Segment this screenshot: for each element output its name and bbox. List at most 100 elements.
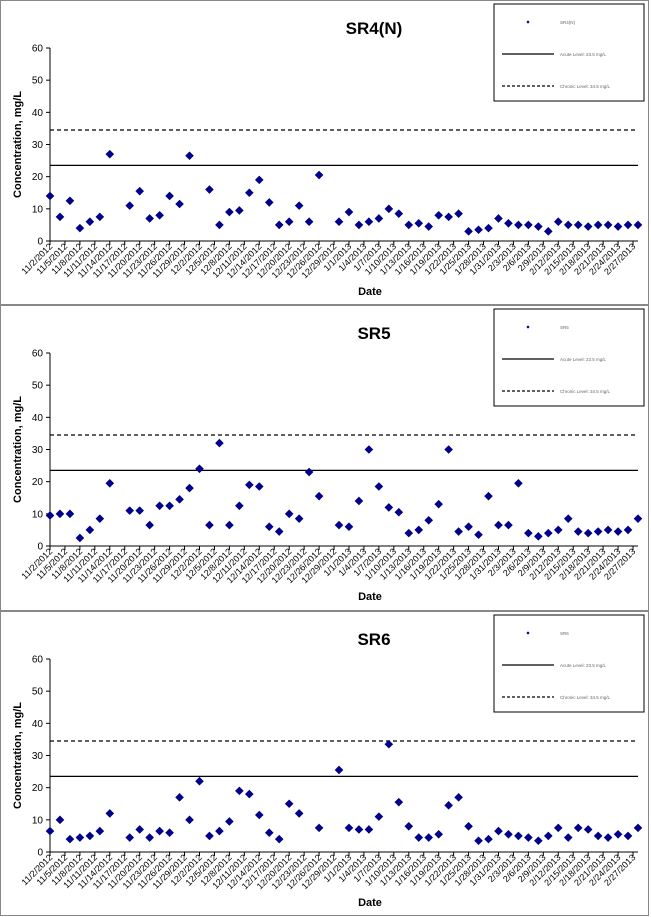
legend-label: Chronic Level: 34.5 mg/L: [560, 389, 611, 394]
data-point: [434, 210, 443, 220]
data-point: [424, 833, 434, 842]
data-point: [534, 836, 543, 846]
data-point: [474, 530, 483, 540]
legend-box: [493, 3, 645, 102]
data-point: [404, 528, 414, 538]
data-point: [593, 220, 603, 230]
data-point: [424, 515, 434, 525]
data-point: [494, 826, 503, 836]
data-point: [175, 495, 184, 504]
data-point: [474, 836, 483, 846]
data-point: [613, 222, 623, 231]
data-point: [583, 825, 593, 834]
data-point: [384, 503, 394, 512]
data-point: [45, 191, 55, 201]
legend-label: Chronic Level: 34.5 mg/L: [560, 84, 611, 89]
data-point: [454, 209, 463, 218]
x-axis-label: Date: [358, 897, 382, 909]
data-point: [454, 527, 463, 536]
y-tick-label: 10: [32, 509, 44, 520]
data-point: [484, 491, 493, 501]
data-point: [534, 532, 543, 541]
data-point: [274, 220, 284, 230]
data-point: [504, 219, 513, 228]
data-point: [294, 809, 304, 818]
data-point: [613, 830, 623, 839]
data-point: [225, 207, 234, 217]
data-point: [454, 793, 463, 802]
chart-panel-sr4n: 0 10 20 30 40 50 60 11/2/2012 11/5/2012 11/8/2012…: [0, 0, 649, 305]
data-point: [553, 525, 563, 535]
legend-label: Acute Level: 23.5 mg/L: [560, 357, 607, 362]
data-point: [274, 834, 284, 844]
data-point: [524, 833, 533, 842]
y-tick-label: 30: [32, 140, 44, 151]
data-point: [264, 828, 274, 837]
data-point: [444, 212, 453, 222]
y-tick-label: 0: [37, 848, 43, 859]
data-point: [245, 188, 254, 198]
legend-box: [493, 614, 645, 713]
data-point: [414, 833, 424, 842]
data-point: [105, 809, 115, 818]
data-point: [294, 201, 304, 210]
y-tick-label: 50: [32, 381, 44, 392]
data-point: [344, 207, 354, 217]
data-point: [544, 528, 553, 538]
data-point: [633, 514, 643, 523]
data-point: [274, 527, 284, 536]
data-point: [414, 219, 424, 228]
data-point: [175, 199, 184, 209]
data-point: [85, 525, 95, 535]
data-point: [205, 831, 214, 841]
data-point: [494, 520, 503, 530]
data-point: [264, 522, 274, 531]
data-point: [633, 220, 643, 230]
data-point: [145, 833, 154, 842]
data-point: [85, 217, 95, 226]
data-point: [444, 445, 453, 454]
data-point: [384, 739, 394, 749]
data-point: [394, 507, 404, 517]
data-point: [573, 220, 583, 230]
data-point: [85, 831, 95, 841]
y-tick-label: 40: [32, 108, 44, 119]
x-axis-label: Date: [358, 286, 382, 298]
data-point: [284, 217, 294, 226]
legend-marker: [526, 631, 530, 635]
data-point: [264, 198, 274, 207]
data-point: [235, 786, 244, 796]
data-point: [314, 823, 324, 833]
data-point: [334, 520, 344, 530]
legend-marker: [526, 325, 530, 329]
data-point: [344, 522, 354, 531]
data-point: [354, 496, 364, 506]
data-point: [254, 810, 264, 820]
data-point: [195, 464, 204, 474]
data-point: [484, 223, 493, 233]
y-axis-label: Concentration, mg/L: [12, 396, 24, 503]
data-point: [404, 821, 414, 831]
data-point: [484, 834, 493, 844]
data-point: [563, 220, 573, 230]
data-point: [354, 220, 364, 230]
data-point: [514, 478, 523, 488]
legend-label: Acute Level: 23.5 mg/L: [560, 663, 607, 668]
data-point: [245, 480, 254, 490]
data-point: [205, 185, 214, 194]
data-point: [444, 801, 453, 810]
data-point: [215, 826, 224, 836]
y-tick-label: 0: [37, 542, 43, 553]
data-point: [185, 483, 194, 493]
data-point: [603, 220, 613, 230]
data-point: [284, 509, 294, 519]
chart-title: SR6: [357, 630, 390, 649]
chart-svg: 010203040506011/2/201211/5/201211/8/2012…: [12, 3, 645, 298]
data-point: [235, 206, 244, 215]
data-point: [125, 201, 135, 210]
data-point: [623, 831, 633, 841]
data-point: [334, 217, 344, 226]
chart-svg: 010203040506011/2/201211/5/201211/8/2012…: [12, 614, 645, 909]
data-point: [514, 220, 523, 230]
data-point: [544, 831, 553, 841]
